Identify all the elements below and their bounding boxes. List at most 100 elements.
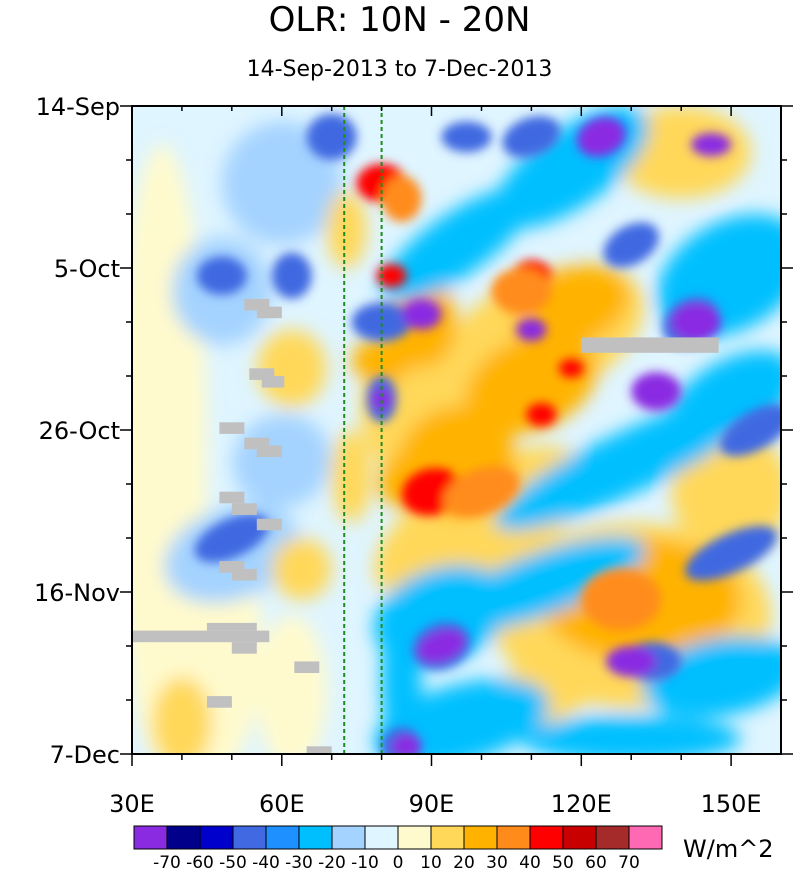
missing-data-patch [231, 568, 257, 581]
colorbar-level-label: -50 [219, 853, 247, 869]
x-tick-label: 120E [551, 790, 612, 818]
plot-area [132, 106, 781, 754]
field-blob [331, 430, 372, 523]
field-core [558, 359, 584, 378]
colorbar-swatch [331, 825, 366, 850]
field-core [516, 318, 547, 342]
field-core [194, 513, 269, 563]
colorbar-level-label: -40 [252, 853, 280, 869]
colorbar-level-label: 30 [486, 853, 508, 869]
field-detail-layer [194, 113, 781, 754]
colorbar-swatch [595, 825, 630, 850]
field-core [306, 113, 357, 160]
field-core [381, 175, 422, 222]
field-blob [380, 187, 533, 303]
field-blob [642, 636, 781, 718]
colorbar-swatch [397, 825, 432, 850]
missing-data-patch [306, 746, 332, 754]
field-core [271, 252, 312, 299]
field-core [417, 629, 466, 663]
y-tick-label: 14-Sep [36, 93, 120, 121]
chart-title: OLR: 10N - 20N [268, 0, 531, 40]
colorbar-level-label: 0 [393, 853, 404, 869]
field-core [691, 133, 732, 157]
axis-ticks [120, 105, 793, 766]
missing-data-patch [294, 661, 320, 673]
missing-data-patch [256, 518, 282, 531]
reference-lines [343, 106, 383, 754]
field-blob [221, 121, 342, 245]
field-blob [521, 715, 741, 754]
colorbar-level-label: -60 [186, 853, 214, 869]
colorbar-level-label: -30 [285, 853, 313, 869]
y-tick-label: 26-Oct [39, 417, 120, 445]
missing-data-patch [132, 630, 270, 643]
missing-data-patches [132, 298, 719, 754]
colorbar-swatch [232, 825, 267, 850]
colorbar-swatch [364, 825, 399, 850]
field-core [376, 264, 407, 288]
field-core [720, 403, 781, 457]
field-core [443, 466, 520, 518]
field-blob [232, 414, 332, 508]
missing-data-patch [581, 337, 719, 353]
missing-data-patch [244, 298, 270, 311]
field-core [401, 298, 442, 330]
missing-data-patch [256, 445, 282, 457]
colorbar-level-label: 40 [519, 853, 541, 869]
colorbar-level-label: 70 [618, 853, 640, 869]
missing-data-patch [219, 491, 245, 504]
field-core [351, 302, 412, 342]
field-core [606, 646, 657, 677]
missing-data-patch [206, 696, 232, 708]
colorbar-swatch [298, 825, 333, 850]
colorbar-swatch [496, 825, 531, 850]
colorbar-labels: -70 -60 -50 -40 -30 -20 -10 0 10 20 30 4… [153, 853, 640, 869]
colorbar-level-label: -70 [153, 853, 181, 869]
chart-subtitle: 14-Sep-2013 to 7-Dec-2013 [246, 57, 553, 82]
missing-data-patch [261, 376, 285, 388]
colorbar [133, 825, 663, 850]
field-core [685, 526, 778, 581]
field-core [581, 568, 662, 631]
field-blob [151, 676, 212, 754]
x-axis-labels: 30E 60E 90E 120E 150E [109, 790, 761, 818]
olr-field [132, 106, 781, 754]
missing-data-patch [249, 368, 275, 380]
field-core [441, 121, 492, 153]
missing-data-patch [206, 622, 257, 631]
x-tick-label: 60E [259, 790, 305, 818]
colorbar-swatch [265, 825, 300, 850]
colorbar-level-label: 50 [552, 853, 574, 869]
missing-data-patch [256, 306, 282, 319]
x-tick-label: 90E [409, 790, 455, 818]
field-core [491, 268, 552, 315]
colorbar-level-label: 10 [420, 853, 442, 869]
colorbar-swatch [562, 825, 597, 850]
y-axis-labels: 14-Sep 5-Oct 26-Oct 16-Nov 7-Dec [34, 93, 120, 769]
field-blob [465, 332, 598, 436]
field-core [631, 372, 682, 411]
field-core [603, 222, 659, 268]
field-core [371, 387, 392, 411]
field-blob [256, 615, 327, 754]
colorbar-swatch [199, 825, 234, 850]
colorbar-level-label: 60 [585, 853, 607, 869]
y-tick-label: 7-Dec [50, 741, 120, 769]
missing-data-patch [219, 561, 245, 573]
missing-data-patch [231, 503, 257, 515]
field-core [502, 116, 561, 158]
x-tick-label: 150E [701, 790, 762, 818]
field-core [671, 302, 722, 342]
colorbar-level-label: -20 [318, 853, 346, 869]
missing-data-patch [231, 642, 257, 654]
colorbar-swatch [628, 825, 663, 850]
colorbar-swatch [463, 825, 498, 850]
field-core [576, 116, 626, 157]
field-blob [381, 584, 422, 754]
y-tick-label: 5-Oct [54, 255, 120, 283]
field-blob [326, 190, 367, 268]
colorbar-swatch [430, 825, 465, 850]
colorbar-units: W/m^2 [683, 835, 774, 863]
